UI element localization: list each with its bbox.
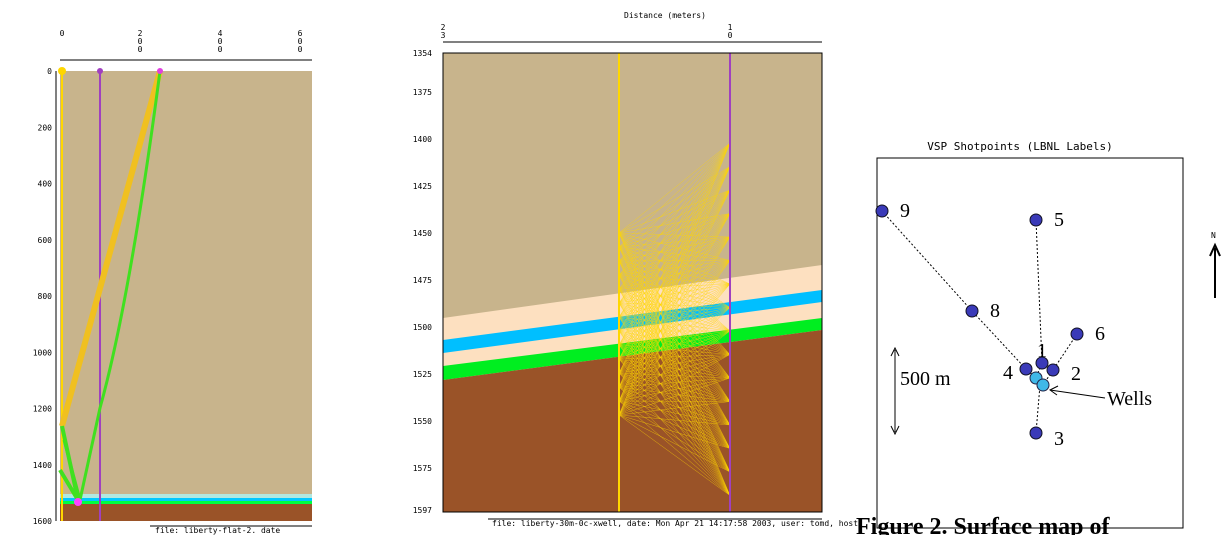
- shotpoint-label: 6: [1095, 323, 1105, 345]
- layer: [60, 504, 312, 521]
- y-tick-label: 1525: [413, 370, 432, 379]
- y-tick-label: 1550: [413, 417, 432, 426]
- shotpoint-label: 2: [1071, 363, 1081, 385]
- shotpoint-label: 4: [1003, 362, 1013, 384]
- y-tick-label: 1475: [413, 276, 432, 285]
- links: [882, 211, 1077, 433]
- panel-2: Distance (meters): [443, 11, 822, 519]
- well: [1037, 379, 1049, 391]
- x-tick-label: 0: [60, 29, 65, 38]
- north-label: N: [1211, 231, 1216, 240]
- shotpoint-label: 1: [1037, 340, 1047, 362]
- y-tick-label: 1575: [413, 464, 432, 473]
- shotpoint: [1020, 363, 1032, 375]
- shotpoint: [1071, 328, 1083, 340]
- y-tick-label: 1425: [413, 182, 432, 191]
- shotpoint: [1030, 214, 1042, 226]
- frame: [877, 158, 1183, 528]
- footer: file: liberty-30m-0c-xwell, date: Mon Ap…: [492, 519, 858, 528]
- y-tick-label: 800: [38, 292, 53, 301]
- shotpoints: 9 5 8 6 1 4 2 3: [876, 200, 1105, 450]
- map-title: VSP Shotpoints (LBNL Labels): [927, 140, 1112, 153]
- shotpoint: [1047, 364, 1059, 376]
- shotpoint: [876, 205, 888, 217]
- y-tick-label: 400: [38, 180, 53, 189]
- y-tick-label: 1450: [413, 229, 432, 238]
- panel-3: VSP Shotpoints (LBNL Labels) 9 5 8 6 1 4 2 3 50…: [856, 140, 1220, 535]
- shotpoint-label: 5: [1054, 209, 1064, 231]
- shotpoint: [1030, 427, 1042, 439]
- y-tick-label: 1400: [33, 461, 52, 470]
- footer: file: liberty-flat-2. date: [155, 526, 280, 535]
- layer: [60, 498, 312, 501]
- y-tick-label: 1200: [33, 405, 52, 414]
- y-tick-label: 0: [47, 67, 52, 76]
- shotpoint-label: 9: [900, 200, 910, 222]
- source: [97, 68, 103, 74]
- scale-label: 500 m: [900, 368, 951, 390]
- y-tick-label: 600: [38, 236, 53, 245]
- y-tick-label: 1400: [413, 135, 432, 144]
- shotpoint-label: 8: [990, 300, 1000, 322]
- shotpoint-label: 3: [1054, 428, 1064, 450]
- y-tick-label: 1375: [413, 88, 432, 97]
- caption: Figure 2. Surface map of: [856, 514, 1111, 535]
- figure: Distance (meters) VSP Shotpoints (LBNL L…: [0, 0, 1221, 535]
- y-tick-label: 1597: [413, 506, 432, 515]
- panel-1: [56, 60, 312, 526]
- receiver: [74, 498, 82, 506]
- axis-title: Distance (meters): [624, 11, 706, 20]
- y-tick-label: 1000: [33, 348, 52, 357]
- source: [157, 68, 163, 74]
- wells-arrow: [1050, 390, 1105, 398]
- layer: [60, 501, 312, 504]
- wells-label: Wells: [1107, 388, 1152, 410]
- y-tick-label: 200: [38, 123, 53, 132]
- layer: [60, 494, 312, 498]
- y-tick-label: 1354: [413, 49, 432, 58]
- y-tick-label: 1600: [33, 517, 52, 526]
- shotpoint: [966, 305, 978, 317]
- y-tick-label: 1500: [413, 323, 432, 332]
- source: [58, 67, 66, 75]
